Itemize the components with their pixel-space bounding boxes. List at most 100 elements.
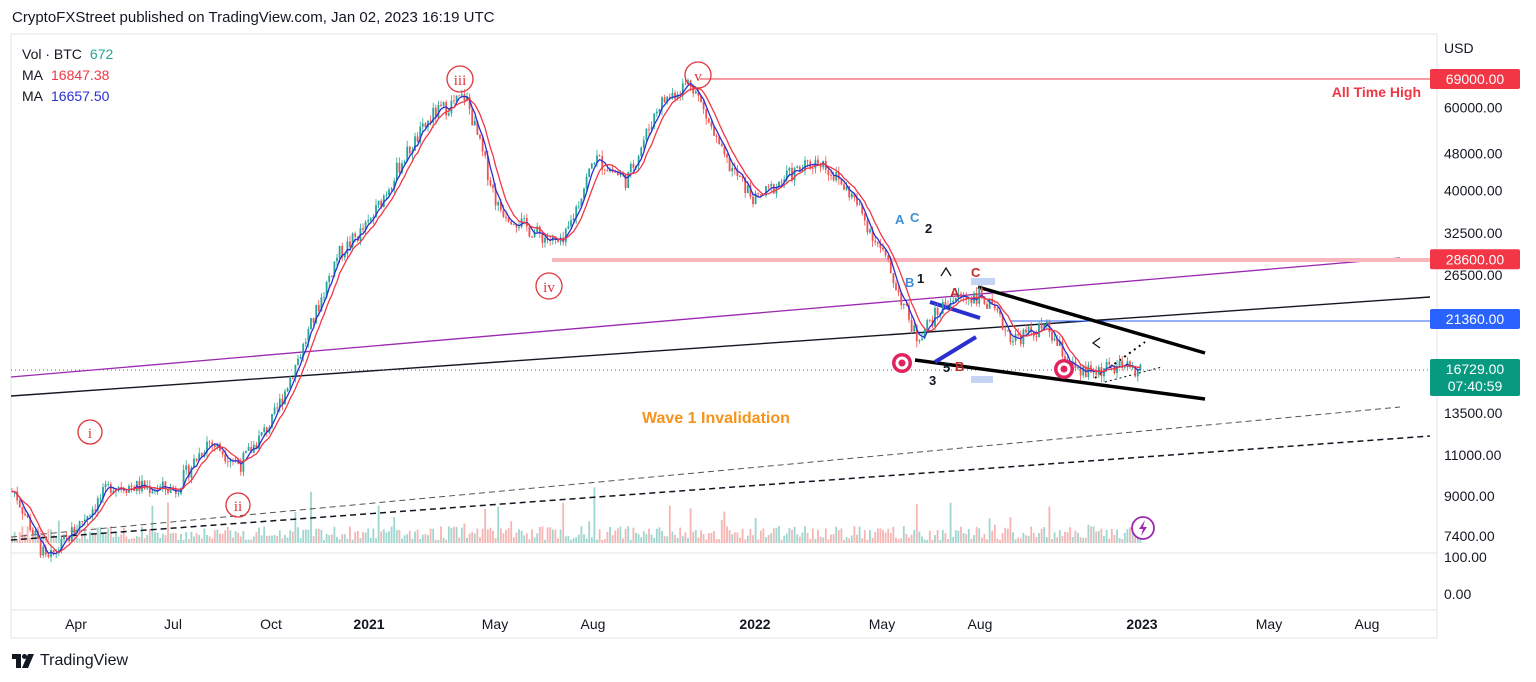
candle-body [567, 225, 570, 229]
volume-bar [330, 534, 333, 543]
candle-body [1051, 331, 1053, 341]
candle-body [489, 180, 492, 186]
candle-body [510, 221, 513, 225]
volume-bar [590, 537, 593, 543]
volume-bar [294, 512, 297, 543]
volume-bar [432, 528, 435, 543]
black-trendline[interactable] [10, 296, 1431, 397]
ma-fast-line[interactable] [11, 87, 1141, 554]
volume-bar [507, 528, 510, 543]
wedge-upper-line[interactable] [977, 285, 1206, 355]
arrow-up-icon [940, 266, 952, 277]
volume-bar [312, 536, 315, 543]
candle-body [177, 493, 180, 495]
volume-bar [341, 533, 344, 543]
volume-bar [182, 539, 185, 543]
volume-bar [533, 537, 536, 543]
candle-body [445, 102, 448, 116]
candle-body [572, 218, 575, 221]
volume-bar [86, 538, 89, 543]
candle-body [273, 407, 276, 414]
candle-body [494, 187, 497, 206]
candle-body [216, 443, 219, 447]
candle-body [307, 329, 310, 343]
volume-bar [1074, 530, 1077, 543]
volume-bar [304, 529, 307, 543]
candle-body [388, 189, 390, 195]
volume-bar [395, 530, 398, 543]
volume-bar [289, 530, 292, 543]
wedge-lower-line[interactable] [914, 358, 1206, 401]
volume-bar [988, 518, 991, 543]
tradingview-logo[interactable]: TradingView [12, 652, 128, 670]
ma-slow-line[interactable] [11, 82, 1141, 555]
volume-bar [718, 539, 721, 543]
candle-body [694, 91, 697, 94]
wave-iii-marker: iii [446, 65, 474, 93]
volume-bar [148, 528, 151, 543]
volume-bar [564, 536, 567, 543]
candle-body [507, 217, 510, 222]
volume-bar [926, 539, 929, 543]
volume-bar [757, 539, 760, 543]
candle-body [154, 490, 156, 492]
time-axis[interactable]: Apr Jul Oct 2021 May Aug 2022 May Aug 2023 May Aug [65, 616, 1379, 632]
volume-bar [723, 511, 726, 543]
volume-bar [481, 528, 484, 543]
price-axis[interactable]: 69000.00 60000.00 48000.00 40000.00 32500.00… [1444, 71, 1503, 544]
price-badge-bg [1430, 309, 1520, 330]
lightning-icon[interactable] [1131, 516, 1155, 540]
time-tick-label: Aug [581, 616, 606, 632]
volume-bar [414, 531, 416, 543]
candle-body [99, 498, 102, 499]
volume-bar [320, 529, 323, 543]
candle-body [255, 444, 258, 450]
purple-trendline[interactable] [10, 257, 1401, 378]
target-icon[interactable] [1054, 359, 1074, 379]
volume-bar [401, 538, 403, 543]
candle-body [908, 304, 910, 320]
purple-flag-lower [933, 335, 978, 364]
volume-bar [104, 534, 107, 543]
volume-bar [913, 529, 916, 543]
time-tick-label: May [1256, 616, 1282, 632]
volume-bar [109, 526, 112, 543]
target-icon[interactable] [892, 353, 912, 373]
legend-row-volume[interactable]: Vol · BTC 672 [22, 44, 113, 65]
candle-body [983, 296, 986, 305]
volume-bar [125, 536, 128, 543]
candle-body [1004, 329, 1007, 331]
volume-bar [585, 538, 588, 543]
count-label-b-red: B [955, 359, 964, 374]
dashed-support-upper[interactable] [10, 406, 1401, 538]
candle-body [876, 242, 879, 244]
volume-bar [47, 529, 50, 543]
volume-bar [733, 532, 736, 543]
candle-body [762, 195, 765, 196]
volume-bar [900, 538, 903, 543]
volume-bar [484, 508, 487, 543]
candle-body [419, 126, 422, 142]
candle-body [492, 185, 494, 188]
candle-body [1043, 324, 1046, 329]
legend-row-ma-slow[interactable]: MA 16657.50 [22, 86, 113, 107]
volume-bar [239, 536, 242, 543]
dashed-support-lower[interactable] [10, 435, 1431, 541]
candle-body [741, 176, 744, 178]
volume-bar [96, 527, 99, 543]
volume-bar [120, 534, 123, 543]
candle-body [934, 307, 936, 327]
volume-bar [960, 526, 962, 543]
legend-row-ma-fast[interactable]: MA 16847.38 [22, 65, 113, 86]
candle-body [434, 107, 437, 118]
candle-body [424, 123, 427, 128]
volume-bar [408, 530, 411, 543]
volume-bar [661, 530, 663, 543]
volume-bar [167, 502, 169, 543]
svg-text:i: i [88, 426, 92, 442]
candle-body [720, 144, 723, 147]
candle-body [1095, 371, 1098, 375]
candle-body [26, 515, 29, 518]
